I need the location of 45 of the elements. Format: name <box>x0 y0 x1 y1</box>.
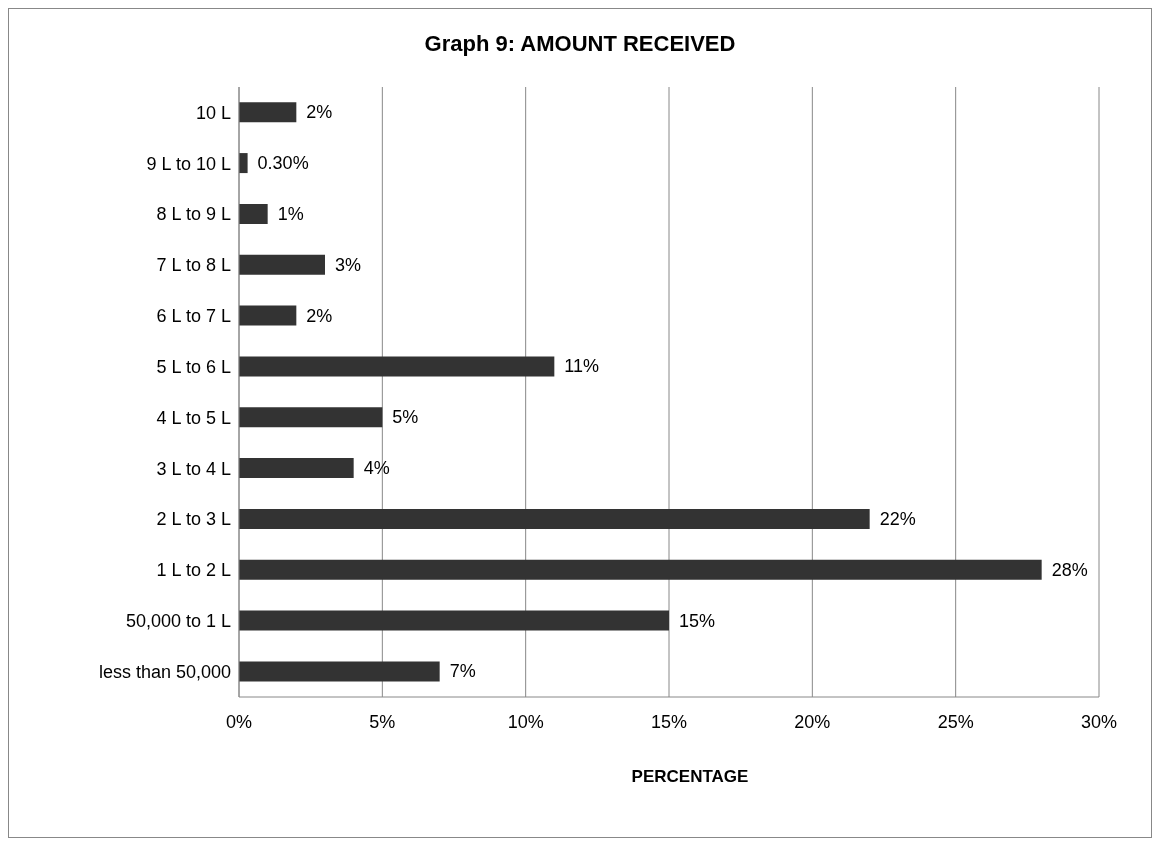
x-tick-label: 10% <box>507 711 544 732</box>
y-tick-label: less than 50,000 <box>98 661 231 682</box>
x-tick-label: 0% <box>225 711 253 732</box>
data-label: 5% <box>392 407 419 428</box>
bar <box>239 610 669 631</box>
y-tick-label: 7 L to 8 L <box>156 255 231 276</box>
bar <box>239 661 440 682</box>
x-tick-label: 15% <box>650 711 688 732</box>
x-tick-label: 5% <box>369 711 396 732</box>
data-label: 28% <box>1051 559 1088 580</box>
bar <box>239 305 297 326</box>
bar <box>239 102 297 123</box>
y-tick-label: 5 L to 6 L <box>156 356 231 377</box>
chart-title: Graph 9: AMOUNT RECEIVED <box>423 31 737 57</box>
x-tick-label: 25% <box>937 711 974 732</box>
y-tick-label: 50,000 to 1 L <box>125 611 231 632</box>
y-tick-label: 3 L to 4 L <box>156 458 231 479</box>
data-label: 22% <box>879 508 916 529</box>
data-label: 2% <box>306 102 333 123</box>
y-tick-label: 4 L to 5 L <box>156 407 231 428</box>
bar <box>239 559 1042 580</box>
bar <box>239 153 248 174</box>
bar <box>239 407 383 428</box>
bar <box>239 254 325 275</box>
x-tick-label: 30% <box>1080 711 1118 732</box>
data-label: 11% <box>564 356 600 377</box>
y-tick-label: 1 L to 2 L <box>156 560 231 581</box>
y-tick-label: 9 L to 10 L <box>146 153 231 174</box>
data-label: 0.30% <box>257 153 309 174</box>
x-axis-title: PERCENTAGE <box>630 767 750 787</box>
data-label: 2% <box>306 305 333 326</box>
data-label: 4% <box>363 458 390 479</box>
data-label: 3% <box>335 254 362 275</box>
bar <box>239 458 354 479</box>
bar <box>239 203 268 224</box>
bar <box>239 356 555 377</box>
data-label: 7% <box>449 661 476 682</box>
data-label: 1% <box>277 203 304 224</box>
y-tick-label: 6 L to 7 L <box>156 306 231 327</box>
data-label: 15% <box>679 610 716 631</box>
y-tick-label: 8 L to 9 L <box>156 204 231 225</box>
x-tick-label: 20% <box>794 711 831 732</box>
bar <box>239 508 870 529</box>
y-tick-label: 10 L <box>195 102 231 123</box>
y-tick-label: 2 L to 3 L <box>156 509 231 530</box>
